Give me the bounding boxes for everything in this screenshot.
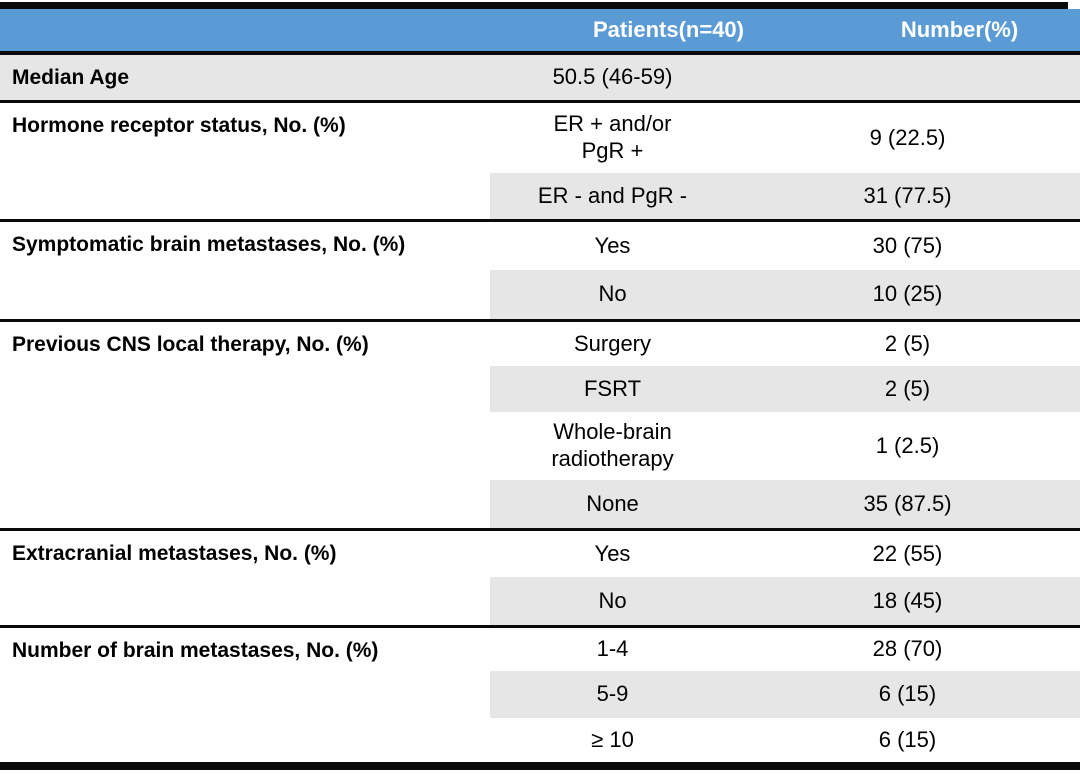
cell-value: 50.5 (46-59) [490,55,735,100]
cell-number: 6 (15) [735,671,1080,718]
section-number-of-brain-metastases: Number of brain metastases, No. (%) 1-4 … [0,625,1080,762]
section-previous-cns-local-therapy: Previous CNS local therapy, No. (%) Surg… [0,319,1080,528]
cell-number: 2 (5) [735,366,1080,412]
cell-number: 1 (2.5) [875,432,940,458]
cell-number: 28 (70) [872,636,943,662]
cell-value: No [490,577,735,625]
row-label-number-of-brain-mets: Number of brain metastases, No. (%) [12,639,379,662]
cell-number: 9 (22.5) [869,124,946,150]
cell-number: 10 (25) [735,270,1080,319]
row-label-median-age: Median Age [0,55,490,100]
cell-number: 30 (75) [872,232,943,258]
cell-number: 22 (55) [872,540,943,566]
column-header-patients: Patients(n=40) [593,17,744,42]
cell-number: 6 (15) [878,726,937,752]
table-top-rule [0,2,1068,9]
cell-value: 1-4 [596,636,629,662]
row-label-hormone-receptor: Hormone receptor status, No. (%) [12,114,346,137]
cell-value: Surgery [573,330,652,356]
cell-number: 35 (87.5) [735,480,1080,528]
section-symptomatic-brain-metastases: Symptomatic brain metastases, No. (%) Ye… [0,219,1080,319]
section-extracranial-metastases: Extracranial metastases, No. (%) Yes 22 … [0,528,1080,625]
row-label-previous-cns: Previous CNS local therapy, No. (%) [12,333,369,356]
cell-number: 31 (77.5) [735,173,1080,219]
cell-number [735,55,1080,100]
row-label-extracranial: Extracranial metastases, No. (%) [12,542,337,565]
cell-value: Yes [594,232,631,258]
cell-value: Whole-brain radiotherapy [551,419,674,471]
table-header-row: Patients(n=40) Number(%) [0,9,1080,55]
row-label-symptomatic: Symptomatic brain metastases, No. (%) [12,233,406,256]
cell-number: 2 (5) [884,330,931,356]
section-hormone-receptor-status: Hormone receptor status, No. (%) ER + an… [0,100,1080,219]
column-header-number: Number(%) [900,17,1019,42]
cell-number: 18 (45) [735,577,1080,625]
cell-value: FSRT [490,366,735,412]
cell-value: ER + and/or PgR + [553,111,672,163]
cell-value: Yes [594,540,631,566]
cell-value: 5-9 [490,671,735,718]
cell-value: ER - and PgR - [490,173,735,219]
section-median-age: Median Age 50.5 (46-59) [0,55,1080,100]
cell-value: None [490,480,735,528]
cell-value: ≥ 10 [591,726,634,752]
table-bottom-rule [0,762,1080,770]
cell-value: No [490,270,735,319]
